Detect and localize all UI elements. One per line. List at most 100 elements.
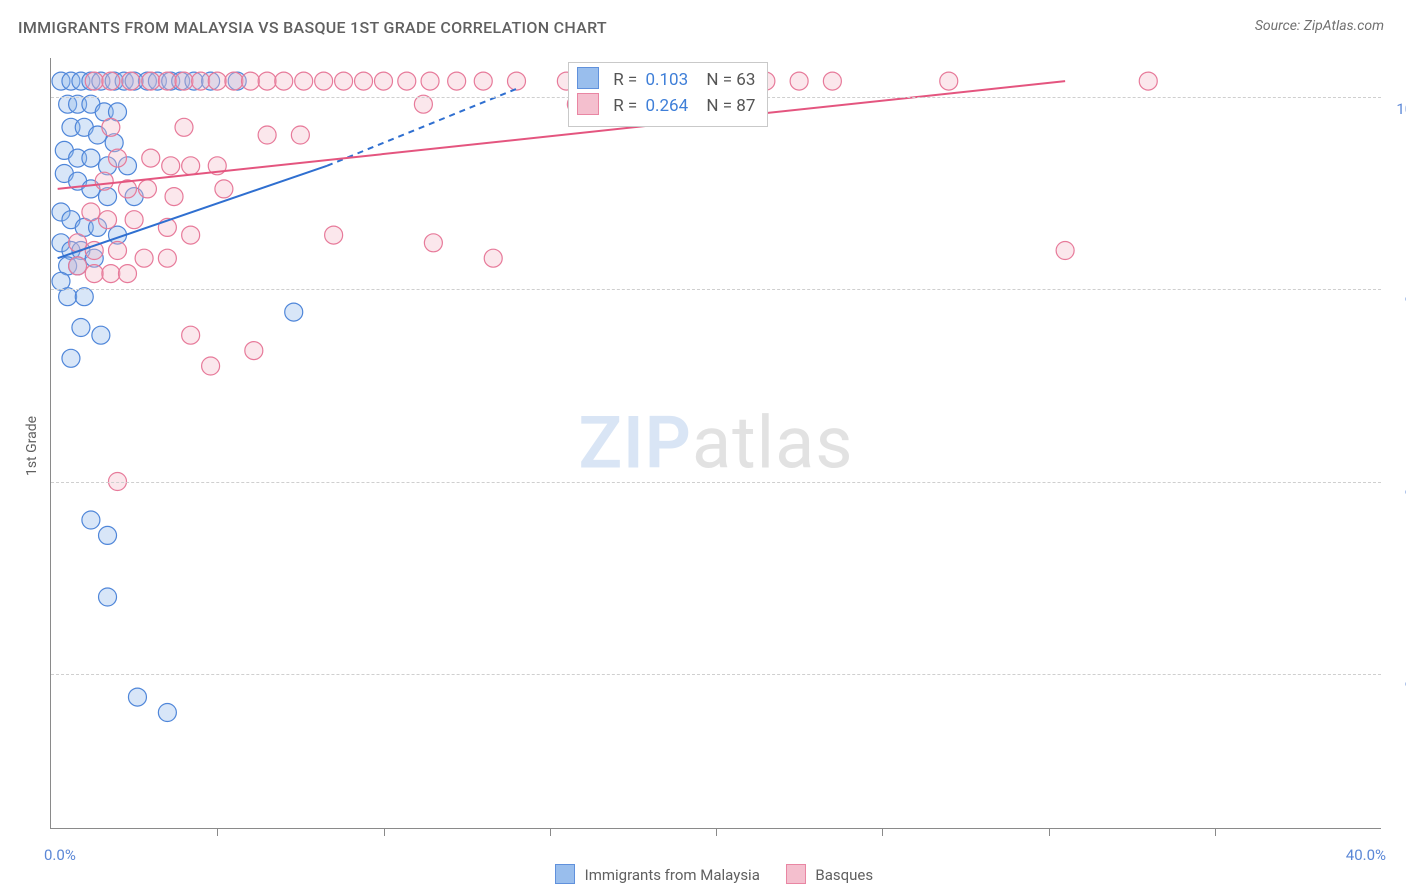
scatter-point	[109, 242, 127, 260]
scatter-svg	[51, 58, 1381, 828]
stats-r-series2: 0.264	[645, 96, 688, 116]
scatter-point	[258, 126, 276, 144]
scatter-point	[215, 180, 233, 198]
scatter-point	[118, 265, 136, 283]
scatter-point	[99, 526, 117, 544]
gridline-h	[51, 289, 1381, 290]
scatter-point	[335, 72, 353, 90]
scatter-point	[122, 72, 140, 90]
scatter-point	[295, 72, 313, 90]
scatter-point	[135, 249, 153, 267]
x-tick	[384, 828, 385, 836]
scatter-point	[208, 72, 226, 90]
scatter-point	[355, 72, 373, 90]
scatter-point	[85, 265, 103, 283]
scatter-point	[69, 257, 87, 275]
legend-swatch-series2	[786, 864, 806, 884]
source-label: Source: ZipAtlas.com	[1255, 18, 1384, 34]
x-axis-max-label: 40.0%	[1346, 846, 1386, 864]
gridline-h	[51, 482, 1381, 483]
scatter-point	[275, 72, 293, 90]
scatter-point	[182, 226, 200, 244]
scatter-point	[72, 319, 90, 337]
scatter-point	[325, 226, 343, 244]
scatter-point	[375, 72, 393, 90]
scatter-point	[85, 72, 103, 90]
scatter-point	[315, 72, 333, 90]
scatter-point	[75, 288, 93, 306]
scatter-point	[175, 72, 193, 90]
gridline-h	[51, 674, 1381, 675]
scatter-point	[1139, 72, 1157, 90]
legend-swatch-series1	[555, 864, 575, 884]
scatter-point	[940, 72, 958, 90]
scatter-point	[102, 118, 120, 136]
scatter-point	[102, 265, 120, 283]
x-tick	[1215, 828, 1216, 836]
scatter-point	[128, 688, 146, 706]
x-tick	[1049, 828, 1050, 836]
scatter-point	[484, 249, 502, 267]
scatter-point	[82, 149, 100, 167]
chart-title: IMMIGRANTS FROM MALAYSIA VS BASQUE 1ST G…	[18, 18, 607, 37]
x-tick	[882, 828, 883, 836]
scatter-point	[508, 72, 526, 90]
scatter-point	[59, 288, 77, 306]
scatter-point	[165, 188, 183, 206]
scatter-point	[285, 303, 303, 321]
scatter-point	[421, 72, 439, 90]
scatter-point	[62, 349, 80, 367]
scatter-point	[175, 118, 193, 136]
x-tick	[716, 828, 717, 836]
legend-label-series1: Immigrants from Malaysia	[585, 866, 760, 884]
scatter-point	[99, 588, 117, 606]
scatter-point	[291, 126, 309, 144]
bottom-legend: Immigrants from Malaysia Basques	[0, 864, 1406, 884]
stats-legend: R = 0.103 N = 63 R = 0.264 N = 87	[568, 62, 768, 127]
scatter-point	[245, 342, 263, 360]
scatter-point	[125, 211, 143, 229]
scatter-point	[142, 149, 160, 167]
scatter-point	[158, 704, 176, 722]
x-axis-min-label: 0.0%	[44, 846, 76, 864]
scatter-point	[138, 180, 156, 198]
scatter-point	[474, 72, 492, 90]
scatter-point	[92, 326, 110, 344]
scatter-point	[1056, 242, 1074, 260]
stats-swatch-series2	[577, 93, 599, 115]
scatter-point	[109, 149, 127, 167]
scatter-point	[158, 249, 176, 267]
legend-label-series2: Basques	[815, 866, 873, 884]
x-tick	[550, 828, 551, 836]
scatter-point	[182, 157, 200, 175]
stats-n-series2: 87	[736, 96, 755, 116]
scatter-point	[102, 72, 120, 90]
scatter-point	[182, 326, 200, 344]
scatter-point	[95, 172, 113, 190]
scatter-point	[242, 72, 260, 90]
scatter-point	[414, 95, 432, 113]
y-tick-label: 95.0%	[1387, 485, 1406, 503]
scatter-point	[162, 157, 180, 175]
scatter-point	[142, 72, 160, 90]
scatter-point	[158, 72, 176, 90]
scatter-point	[790, 72, 808, 90]
y-tick-label: 97.5%	[1387, 292, 1406, 310]
scatter-point	[823, 72, 841, 90]
y-tick-label: 100.0%	[1387, 100, 1406, 118]
y-axis-label: 1st Grade	[24, 416, 40, 476]
stats-swatch-series1	[577, 67, 599, 89]
y-tick-label: 92.5%	[1387, 677, 1406, 695]
chart-container: IMMIGRANTS FROM MALAYSIA VS BASQUE 1ST G…	[0, 0, 1406, 892]
x-tick	[217, 828, 218, 836]
plot-area: ZIPatlas 92.5%95.0%97.5%100.0%	[50, 58, 1381, 829]
scatter-point	[225, 72, 243, 90]
scatter-point	[258, 72, 276, 90]
scatter-point	[202, 357, 220, 375]
scatter-point	[82, 511, 100, 529]
scatter-point	[448, 72, 466, 90]
stats-n-series1: 63	[736, 70, 755, 90]
scatter-point	[82, 203, 100, 221]
stats-r-series1: 0.103	[645, 70, 688, 90]
scatter-point	[99, 211, 117, 229]
